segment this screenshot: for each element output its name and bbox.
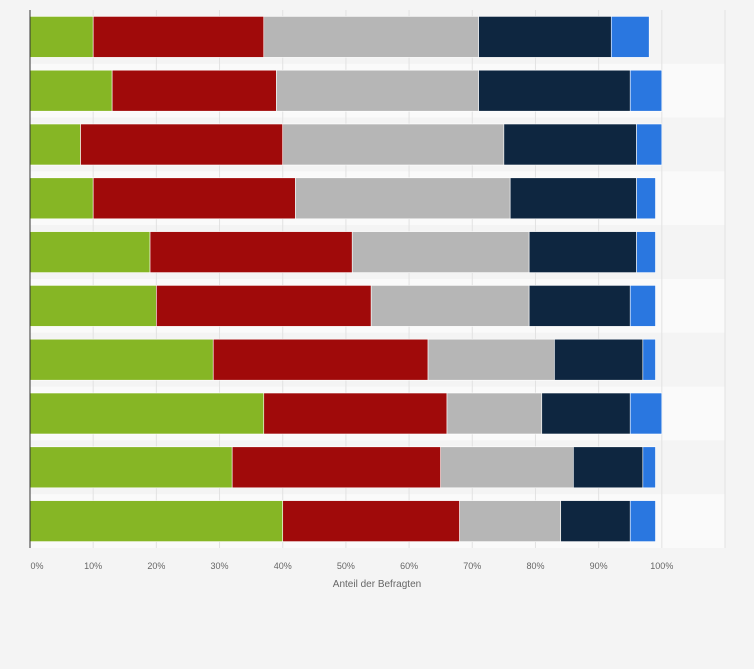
bar-segment[interactable]: [29, 500, 284, 542]
x-tick-label: 40%: [274, 561, 292, 571]
x-tick-label: 80%: [526, 561, 544, 571]
bar-segment[interactable]: [459, 500, 562, 542]
bar-segment[interactable]: [282, 500, 460, 542]
x-tick-label: 30%: [211, 561, 229, 571]
bar-segment[interactable]: [629, 392, 663, 435]
bar-segment[interactable]: [29, 16, 94, 58]
bar-segment[interactable]: [541, 392, 631, 435]
bar-segment[interactable]: [573, 446, 644, 489]
bar-segment[interactable]: [636, 123, 663, 166]
bar-segment[interactable]: [503, 123, 637, 166]
bar-row: [29, 69, 663, 112]
bar-segment[interactable]: [528, 285, 631, 327]
bar-row: [29, 16, 650, 58]
bar-row: [29, 231, 656, 273]
x-tick-label: 0%: [30, 561, 43, 571]
bar-segment[interactable]: [282, 123, 505, 166]
bar-segment[interactable]: [610, 16, 650, 58]
x-tick-label: 50%: [337, 561, 355, 571]
bar-segment[interactable]: [295, 177, 511, 220]
bar-segment[interactable]: [636, 177, 656, 220]
bar-segment[interactable]: [111, 69, 277, 112]
bar-segment[interactable]: [156, 285, 372, 327]
bar-segment[interactable]: [29, 446, 233, 489]
bar-segment[interactable]: [560, 500, 631, 542]
bar-segment[interactable]: [263, 16, 479, 58]
bar-segment[interactable]: [29, 285, 157, 327]
bar-row: [29, 500, 656, 542]
bar-segment[interactable]: [276, 69, 479, 112]
x-tick-label: 70%: [463, 561, 481, 571]
bar-segment[interactable]: [263, 392, 448, 435]
bar-segment[interactable]: [212, 338, 429, 381]
bar-segment[interactable]: [29, 69, 113, 112]
bar-row: [29, 446, 656, 489]
bar-segment[interactable]: [427, 338, 555, 381]
bar-segment[interactable]: [528, 231, 637, 273]
bar-segment[interactable]: [29, 392, 265, 435]
bar-segment[interactable]: [351, 231, 530, 273]
bar-segment[interactable]: [149, 231, 353, 273]
bar-segment[interactable]: [231, 446, 441, 489]
bar-segment[interactable]: [629, 500, 656, 542]
bar-segment[interactable]: [80, 123, 284, 166]
bar-row: [29, 177, 656, 220]
bar-segment[interactable]: [29, 231, 151, 273]
bar-row: [29, 392, 663, 435]
x-tick-label: 20%: [147, 561, 165, 571]
bar-segment[interactable]: [478, 16, 612, 58]
bar-segment[interactable]: [554, 338, 644, 381]
x-tick-label: 60%: [400, 561, 418, 571]
bar-segment[interactable]: [29, 123, 81, 166]
bar-segment[interactable]: [29, 338, 214, 381]
bar-row: [29, 123, 663, 166]
x-tick-label: 10%: [84, 561, 102, 571]
bar-segment[interactable]: [92, 16, 265, 58]
bar-segment[interactable]: [509, 177, 637, 220]
bar-segment[interactable]: [440, 446, 574, 489]
bar-segment[interactable]: [446, 392, 543, 435]
bar-segment[interactable]: [642, 446, 656, 489]
bars: [29, 16, 663, 542]
bar-segment[interactable]: [629, 69, 663, 112]
bar-segment[interactable]: [629, 285, 656, 327]
bar-row: [29, 338, 656, 381]
x-tick-label: 90%: [590, 561, 608, 571]
bar-row: [29, 285, 656, 327]
x-axis-title: Anteil der Befragten: [333, 579, 421, 590]
bar-segment[interactable]: [642, 338, 656, 381]
bar-segment[interactable]: [370, 285, 530, 327]
bar-segment[interactable]: [636, 231, 656, 273]
x-tick-labels: 0% 10% 20% 30% 40% 50% 60% 70% 80% 90% 100%: [30, 561, 673, 571]
bar-segment[interactable]: [478, 69, 631, 112]
bar-segment[interactable]: [92, 177, 296, 220]
x-tick-label: 100%: [650, 561, 673, 571]
bar-segment[interactable]: [29, 177, 94, 220]
